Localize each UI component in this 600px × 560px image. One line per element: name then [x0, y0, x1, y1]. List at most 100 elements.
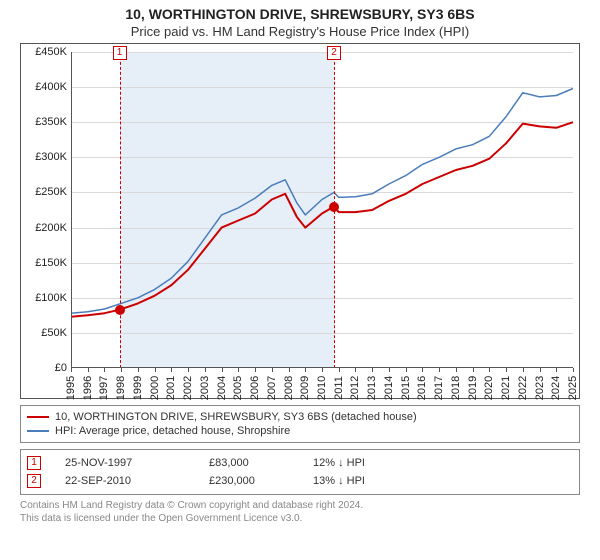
y-tick-label: £400K: [23, 81, 67, 93]
event-num: 2: [27, 474, 41, 488]
series-line: [71, 89, 573, 314]
y-tick-label: £250K: [23, 186, 67, 198]
x-tick-label: 2018: [450, 373, 462, 403]
event-marker: [115, 305, 125, 315]
x-tick: [406, 368, 407, 372]
x-tick-label: 2016: [416, 373, 428, 403]
x-tick-label: 1999: [132, 373, 144, 403]
y-tick-label: £350K: [23, 116, 67, 128]
x-tick: [238, 368, 239, 372]
titles: 10, WORTHINGTON DRIVE, SHREWSBURY, SY3 6…: [0, 0, 600, 43]
x-tick-label: 1997: [98, 373, 110, 403]
x-tick-label: 2021: [500, 373, 512, 403]
x-tick: [439, 368, 440, 372]
x-tick: [523, 368, 524, 372]
y-tick-label: £50K: [23, 327, 67, 339]
x-tick-label: 2015: [400, 373, 412, 403]
x-tick: [222, 368, 223, 372]
event-marker: [329, 202, 339, 212]
x-tick-label: 2006: [249, 373, 261, 403]
legend-row: 10, WORTHINGTON DRIVE, SHREWSBURY, SY3 6…: [27, 410, 573, 424]
event-vline: [120, 52, 121, 368]
x-tick: [71, 368, 72, 372]
event-date: 25-NOV-1997: [65, 457, 185, 469]
x-tick-label: 2011: [333, 373, 345, 403]
x-tick: [322, 368, 323, 372]
event-price: £230,000: [209, 475, 289, 487]
x-tick-label: 2024: [550, 373, 562, 403]
x-tick: [272, 368, 273, 372]
legend-label: 10, WORTHINGTON DRIVE, SHREWSBURY, SY3 6…: [55, 411, 417, 423]
legend: 10, WORTHINGTON DRIVE, SHREWSBURY, SY3 6…: [20, 405, 580, 443]
x-tick-label: 2020: [483, 373, 495, 403]
footer-line: Contains HM Land Registry data © Crown c…: [20, 499, 580, 512]
title-sub: Price paid vs. HM Land Registry's House …: [0, 24, 600, 39]
x-tick-label: 2025: [567, 373, 579, 403]
event-diff: 13% ↓ HPI: [313, 475, 393, 487]
x-tick: [188, 368, 189, 372]
x-tick-label: 1995: [65, 373, 77, 403]
x-tick-label: 2004: [216, 373, 228, 403]
plot-area: £0£50K£100K£150K£200K£250K£300K£350K£400…: [71, 52, 573, 368]
x-tick-label: 2017: [433, 373, 445, 403]
event-num: 1: [27, 456, 41, 470]
x-tick: [422, 368, 423, 372]
footer-line: This data is licensed under the Open Gov…: [20, 512, 580, 525]
x-tick: [506, 368, 507, 372]
x-tick: [556, 368, 557, 372]
x-tick-label: 2019: [467, 373, 479, 403]
legend-swatch: [27, 416, 49, 418]
x-tick-label: 2022: [517, 373, 529, 403]
chart: £0£50K£100K£150K£200K£250K£300K£350K£400…: [20, 43, 580, 399]
x-tick-label: 1996: [82, 373, 94, 403]
events-table: 1 25-NOV-1997 £83,000 12% ↓ HPI 2 22-SEP-2010…: [20, 449, 580, 495]
y-tick-label: £100K: [23, 292, 67, 304]
series-svg: [71, 52, 573, 368]
series-line: [71, 122, 573, 317]
x-tick: [372, 368, 373, 372]
x-tick: [489, 368, 490, 372]
event-badge: 2: [327, 46, 341, 60]
event-price: £83,000: [209, 457, 289, 469]
x-tick: [104, 368, 105, 372]
event-row: 2 22-SEP-2010 £230,000 13% ↓ HPI: [27, 472, 573, 490]
x-tick: [289, 368, 290, 372]
y-tick-label: £300K: [23, 151, 67, 163]
event-row: 1 25-NOV-1997 £83,000 12% ↓ HPI: [27, 454, 573, 472]
x-tick: [255, 368, 256, 372]
x-tick-label: 2013: [366, 373, 378, 403]
x-tick: [355, 368, 356, 372]
title-main: 10, WORTHINGTON DRIVE, SHREWSBURY, SY3 6…: [0, 6, 600, 22]
x-tick: [205, 368, 206, 372]
x-tick-label: 2023: [534, 373, 546, 403]
y-tick-label: £0: [23, 362, 67, 374]
x-tick: [456, 368, 457, 372]
x-tick-label: 2010: [316, 373, 328, 403]
x-tick: [473, 368, 474, 372]
event-diff: 12% ↓ HPI: [313, 457, 393, 469]
x-tick-label: 2000: [149, 373, 161, 403]
x-tick: [171, 368, 172, 372]
legend-row: HPI: Average price, detached house, Shro…: [27, 424, 573, 438]
legend-label: HPI: Average price, detached house, Shro…: [55, 425, 290, 437]
event-badge: 1: [113, 46, 127, 60]
x-tick: [339, 368, 340, 372]
event-date: 22-SEP-2010: [65, 475, 185, 487]
x-tick: [389, 368, 390, 372]
x-tick: [305, 368, 306, 372]
x-tick: [540, 368, 541, 372]
x-tick-label: 2002: [182, 373, 194, 403]
x-tick: [155, 368, 156, 372]
x-tick-label: 2012: [349, 373, 361, 403]
footer: Contains HM Land Registry data © Crown c…: [20, 499, 580, 525]
y-tick-label: £200K: [23, 222, 67, 234]
x-tick-label: 2014: [383, 373, 395, 403]
y-tick-label: £450K: [23, 46, 67, 58]
x-tick: [138, 368, 139, 372]
x-tick-label: 2008: [283, 373, 295, 403]
x-tick-label: 2001: [165, 373, 177, 403]
x-tick-label: 1998: [115, 373, 127, 403]
x-tick-label: 2005: [232, 373, 244, 403]
legend-swatch: [27, 430, 49, 432]
x-tick: [573, 368, 574, 372]
